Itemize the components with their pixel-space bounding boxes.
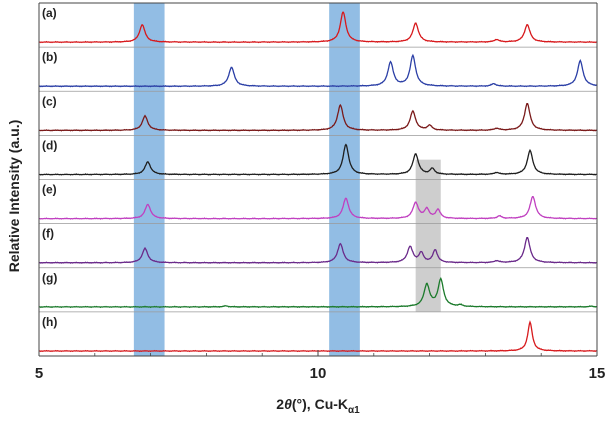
x-tick-label-15: 15 [589, 365, 606, 382]
trace-f [39, 236, 597, 264]
trace-c [39, 103, 597, 132]
panel-dividers [39, 46, 597, 313]
panel-label-b: (b) [42, 50, 57, 64]
panel-labels: (a) (b) (c) (d) (e) (f) (g) (h) [42, 6, 57, 329]
panel-label-e: (e) [42, 183, 57, 197]
panel-label-h: (h) [42, 315, 57, 329]
x-axis-label-subscript: α1 [348, 405, 360, 416]
panel-label-g: (g) [42, 271, 57, 285]
x-tick-label-5: 5 [35, 365, 43, 382]
panel-label-a: (a) [42, 6, 57, 20]
diffraction-traces [39, 11, 598, 353]
panel-label-c: (c) [42, 94, 57, 108]
x-axis-label-main: 2 [276, 396, 284, 412]
trace-g [39, 276, 597, 309]
x-tick-label-10: 10 [310, 365, 327, 382]
y-axis-label: Relative Intensity (a.u.) [6, 120, 22, 272]
trace-e [39, 195, 598, 220]
trace-d [39, 143, 597, 176]
trace-b [39, 53, 598, 88]
panel-label-f: (f) [42, 227, 54, 241]
highlight-band-3 [415, 159, 441, 312]
x-axis-label-theta: θ [284, 396, 292, 412]
trace-a [39, 11, 597, 44]
panel-label-d: (d) [42, 138, 57, 152]
x-axis: 5 10 15 [35, 2, 606, 382]
x-axis-label-rest: (°), Cu-K [292, 396, 348, 412]
x-axis-label: 2θ(°), Cu-Kα1 [276, 396, 360, 416]
